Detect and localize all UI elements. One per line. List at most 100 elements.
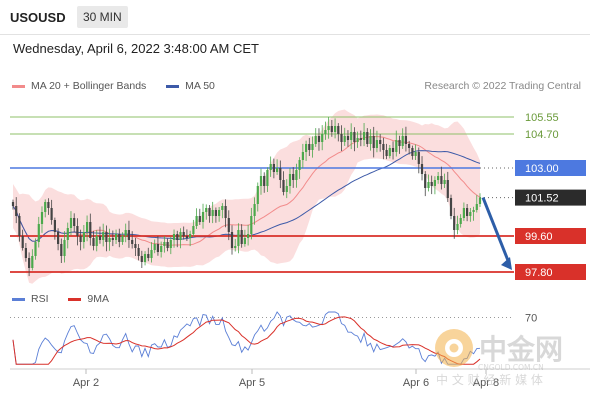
candle-body: [208, 208, 211, 216]
rsi-line: [12, 311, 481, 365]
candle-body: [250, 216, 253, 234]
candle-body: [172, 234, 176, 240]
watermark-domain-text: CNGOLD.COM.CN: [478, 363, 544, 372]
rsi-legend-label: RSI: [31, 293, 49, 305]
level-label-2: 103.00: [525, 163, 559, 175]
candle-body: [285, 186, 288, 192]
candle-body: [385, 150, 388, 156]
candle-body: [353, 132, 356, 142]
candle-body: [243, 238, 246, 244]
candle-body: [76, 226, 79, 236]
candle-body: [369, 136, 372, 144]
copyright-text: Research © 2022 Trading Central: [424, 80, 581, 92]
candle-body: [102, 232, 105, 240]
candle-body: [115, 234, 118, 240]
candle-body: [343, 136, 346, 142]
candle-body: [433, 180, 436, 186]
candle-body: [160, 246, 163, 252]
candle-body: [263, 176, 266, 186]
candle-body: [372, 136, 375, 148]
candle-body: [391, 148, 395, 152]
x-tick-label: Apr 2: [73, 377, 99, 389]
candle-body: [134, 244, 137, 248]
symbol-label[interactable]: USOUSD: [10, 10, 66, 25]
candle-body: [382, 144, 385, 150]
candle-body: [475, 204, 478, 210]
candle-body: [140, 256, 143, 262]
candle-body: [324, 130, 327, 134]
candle-body: [105, 232, 108, 242]
forecast-arrow-head: [501, 257, 512, 270]
candle-body: [259, 176, 263, 186]
candle-body: [337, 126, 340, 134]
candle-body: [143, 254, 147, 262]
bollinger-swatch: [12, 84, 25, 88]
candle-body: [459, 218, 462, 224]
candle-body: [308, 144, 311, 150]
candle-body: [404, 136, 407, 144]
candle-body: [456, 224, 459, 230]
candle-body: [57, 232, 60, 244]
candle-body: [340, 134, 343, 142]
candle-body: [276, 168, 279, 172]
candle-body: [169, 240, 172, 248]
candle-body: [414, 152, 417, 156]
candle-body: [218, 210, 221, 216]
candle-body: [269, 164, 272, 170]
top-bar: USOUSD 30 MIN: [0, 0, 590, 35]
rsi-swatch: [12, 297, 25, 301]
candle-body: [24, 248, 27, 258]
candle-body: [28, 258, 31, 268]
candle-body: [227, 218, 230, 232]
candle-body: [147, 254, 150, 258]
candle-body: [86, 222, 89, 232]
level-tag-2: [515, 160, 586, 176]
rsi-level-label: 70: [525, 313, 537, 325]
candle-body: [279, 168, 282, 180]
candle-body: [375, 140, 378, 148]
bollinger-legend-label: MA 20 + Bollinger Bands: [31, 80, 147, 93]
candle-body: [66, 228, 69, 240]
candle-body: [156, 244, 159, 252]
candle-body: [192, 226, 195, 234]
candle-body: [292, 174, 295, 180]
candle-body: [317, 136, 321, 142]
timeframe-button[interactable]: 30 MIN: [77, 6, 128, 28]
rsi-ma-line: [12, 316, 481, 365]
candle-body: [153, 244, 156, 250]
candle-body: [449, 198, 453, 216]
candle-body: [314, 136, 317, 144]
candle-body: [73, 218, 76, 226]
candle-body: [437, 176, 440, 180]
candle-body: [366, 132, 369, 144]
candle-body: [247, 234, 250, 238]
candle-body: [182, 232, 185, 236]
price-legend: MA 20 + Bollinger Bands MA 50: [12, 80, 215, 92]
candle-body: [411, 148, 414, 156]
cngold-watermark: 中金网 CNGOLD.COM.CN 中 文 财 经 新 媒 体: [435, 329, 563, 387]
ma50-swatch: [166, 84, 180, 88]
candle-body: [417, 152, 420, 164]
candle-body: [89, 222, 92, 238]
candle-body: [230, 232, 234, 248]
x-tick-label: Apr 6: [403, 377, 429, 389]
candle-body: [47, 202, 50, 208]
candle-body: [63, 240, 66, 256]
forecast-arrow-shaft: [481, 197, 511, 264]
candle-body: [131, 240, 134, 244]
candle-body: [21, 236, 24, 248]
candle-body: [359, 138, 362, 140]
ma50-legend-label: MA 50: [185, 80, 215, 93]
bollinger-band-area: [13, 109, 480, 284]
candle-body: [266, 170, 269, 186]
candle-body: [363, 132, 366, 140]
candle-body: [224, 206, 227, 218]
candle-body: [234, 246, 237, 248]
candle-body: [237, 230, 240, 246]
candle-body: [69, 218, 73, 228]
candle-body: [298, 160, 301, 170]
candle-body: [98, 236, 102, 240]
candle-body: [401, 136, 404, 146]
candle-body: [430, 182, 433, 186]
